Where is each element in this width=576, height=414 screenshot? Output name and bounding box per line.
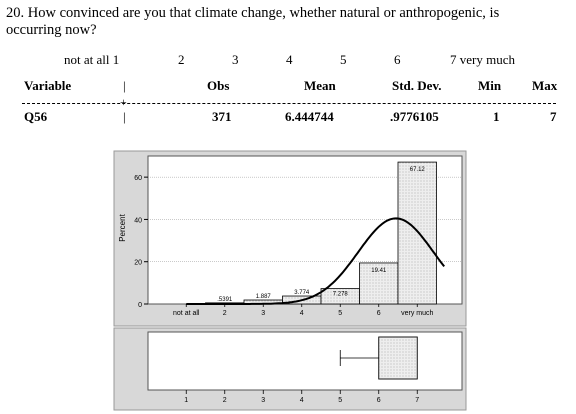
bar-data-label: 3.774 xyxy=(294,290,310,296)
y-tick-label: 20 xyxy=(134,260,142,267)
row-mean: 6.444744 xyxy=(285,109,334,124)
x-category-label: not at all xyxy=(173,310,200,317)
y-axis-label: Percent xyxy=(118,213,127,241)
scale-label-3: 3 xyxy=(232,52,239,67)
row-variable: Q56 xyxy=(24,109,48,124)
question-line-2: occurring now? xyxy=(6,22,97,38)
density-curve xyxy=(186,217,445,305)
header-std-dev: Std. Dev. xyxy=(392,78,442,93)
row-separator: | xyxy=(123,109,126,124)
bar-data-label: 1.887 xyxy=(256,294,272,300)
histogram-bar xyxy=(359,262,399,305)
header-min: Min xyxy=(478,78,502,93)
x-category-label: 6 xyxy=(377,310,381,317)
bar-data-label: 67.12 xyxy=(410,167,426,173)
scale-label-5: 5 xyxy=(340,52,347,67)
x-category-label: 2 xyxy=(223,310,227,317)
boxplot-x-tick-label: 7 xyxy=(415,397,419,404)
boxplot-x-tick-label: 5 xyxy=(338,397,342,404)
scale-label-4: 4 xyxy=(286,52,293,67)
boxplot-x-tick-label: 3 xyxy=(261,397,265,404)
y-tick-label: 40 xyxy=(134,217,142,224)
boxplot-x-tick-label: 1 xyxy=(184,397,188,404)
y-tick-label: 0 xyxy=(138,302,142,309)
row-std-dev: .9776105 xyxy=(390,109,439,124)
bar-data-label: 19.41 xyxy=(371,268,387,274)
header-max: Max xyxy=(532,78,558,93)
scale-label-1: not at all 1 xyxy=(64,52,120,67)
bar-data-label: .5391 xyxy=(217,297,233,303)
header-variable: Variable xyxy=(24,78,72,93)
scale-label-7: 7 very much xyxy=(450,52,515,67)
box-plot xyxy=(339,336,418,380)
row-obs: 371 xyxy=(212,109,232,124)
scale-label-2: 2 xyxy=(178,52,185,67)
row-max: 7 xyxy=(550,109,557,124)
x-category-label: 4 xyxy=(300,310,304,317)
question-line-1: 20. How convinced are you that climate c… xyxy=(6,5,500,21)
boxplot-box xyxy=(378,336,418,380)
boxplot-x-tick-label: 4 xyxy=(300,397,304,404)
x-category-label: 5 xyxy=(338,310,342,317)
bar-data-label: 7.278 xyxy=(333,292,349,298)
boxplot-x-ticks: 1 2 3 4 5 6 7 xyxy=(184,390,419,404)
bar-data-labels: .5391 1.887 3.774 7.278 19.41 67.12 xyxy=(217,167,425,303)
table-divider-plus: + xyxy=(120,95,127,109)
y-tick-label: 60 xyxy=(134,175,142,182)
header-obs: Obs xyxy=(207,78,230,93)
row-min: 1 xyxy=(493,109,500,124)
scale-label-6: 6 xyxy=(394,52,401,67)
x-category-labels: not at all 2 3 4 5 6 very much xyxy=(173,304,433,317)
boxplot-x-tick-label: 6 xyxy=(377,397,381,404)
histogram-bar xyxy=(397,161,437,305)
table-divider xyxy=(22,103,556,104)
y-gridlines xyxy=(148,176,462,263)
header-separator: | xyxy=(123,78,126,93)
y-ticks: 0 20 40 60 xyxy=(134,175,148,309)
x-category-label: very much xyxy=(401,310,433,317)
x-category-label: 3 xyxy=(261,310,265,317)
boxplot-x-tick-label: 2 xyxy=(223,397,227,404)
header-mean: Mean xyxy=(304,78,336,93)
